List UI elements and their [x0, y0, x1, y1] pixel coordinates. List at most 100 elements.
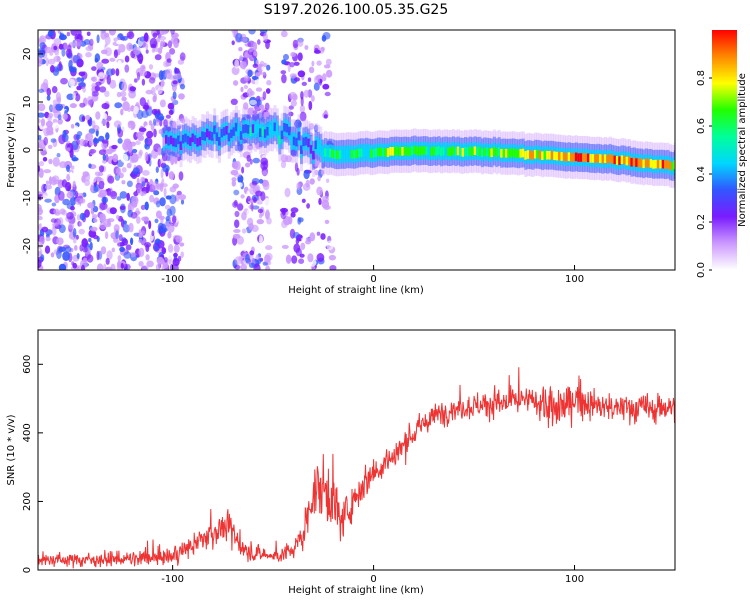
spectrogram-cell — [252, 157, 260, 164]
spectrogram-cell — [245, 253, 250, 264]
spectrogram-cell — [169, 186, 177, 193]
spectrogram-ridge-cell — [620, 155, 624, 164]
spectrogram-ridge-cell — [365, 147, 369, 157]
spectrogram-cell — [51, 175, 60, 182]
spectrogram-cell — [288, 216, 293, 225]
spectrogram-ridge-cell — [234, 122, 238, 132]
spectrogram-cell — [126, 150, 134, 157]
spectrogram-cell — [60, 30, 68, 34]
spectrogram-ridge-cell — [640, 158, 643, 168]
spectrogram-cell — [93, 205, 99, 213]
spectrogram-cell — [99, 86, 107, 93]
spectrogram-cell — [40, 254, 45, 262]
spectrogram-cell — [122, 35, 128, 41]
spectrogram-cell — [109, 207, 117, 215]
spectrogram-ridge-cell — [500, 149, 504, 158]
spectrogram-cell — [110, 263, 116, 270]
spectrogram-cell — [172, 215, 177, 224]
spectrogram-cell — [299, 111, 307, 122]
spectrogram-cell — [66, 173, 71, 181]
spectrogram-cell — [290, 207, 299, 213]
spectrogram-cell — [255, 72, 261, 77]
spectrogram-cell — [97, 72, 105, 80]
spectrogram-ridge-cell — [574, 152, 578, 162]
spectrogram-ridge-cell — [562, 152, 566, 161]
spectrogram-ridge-cell — [666, 160, 670, 169]
spectrogram-cell — [154, 218, 159, 224]
spectrogram-cell — [144, 242, 152, 248]
spectrogram-ridge-cell — [623, 155, 627, 165]
spectrogram-cell — [311, 95, 315, 102]
spectrogram-ridge-cell — [206, 128, 209, 138]
spectrogram-ridge-cell — [338, 150, 342, 159]
spectrogram-ridge-cell — [461, 148, 465, 157]
spectrogram-cell — [107, 199, 111, 207]
spectrogram-cell — [242, 244, 247, 252]
spectrogram-cell — [117, 239, 121, 248]
spectrogram-cell — [76, 214, 81, 221]
spectrogram-cell — [54, 68, 59, 73]
spectrogram-cell — [108, 30, 116, 36]
spectrogram-cell — [53, 45, 58, 51]
spectrogram-cell — [240, 263, 248, 270]
spectrogram-ridge-cell — [372, 149, 376, 158]
spectrogram-cell — [316, 253, 325, 262]
spectrogram-cell — [66, 31, 71, 37]
spectrogram-cell — [151, 230, 155, 237]
spectrogram-ridge-cell — [594, 154, 598, 163]
spectrogram-cell — [152, 95, 157, 103]
spectrogram-cell — [173, 244, 180, 253]
spectrogram-cell — [58, 190, 65, 201]
spectrogram-cell — [103, 183, 109, 190]
spectrogram-cell — [105, 132, 110, 141]
spectrogram-cell — [103, 218, 111, 228]
spectrogram-cell — [325, 69, 333, 78]
spectrogram-cell — [122, 220, 127, 225]
spectrogram-cell — [74, 190, 79, 199]
spectrogram-cell — [119, 246, 125, 252]
spectrogram-cell — [259, 60, 265, 67]
spectrogram-cell — [90, 226, 98, 232]
spectrogram-cell — [297, 52, 303, 61]
spectrogram-cell — [65, 181, 72, 192]
spectrogram-ridge-cell — [505, 148, 508, 158]
spectrogram-cell — [265, 245, 273, 251]
spectrogram-cell — [91, 214, 98, 219]
spectrogram-cell — [89, 241, 93, 251]
x-tick-label: 100 — [565, 274, 584, 285]
colorbar — [712, 30, 737, 270]
spectrogram-cell — [68, 79, 76, 87]
spectrogram-cell — [264, 211, 270, 220]
spectrogram-cell — [118, 43, 126, 53]
spectrogram-cell — [301, 198, 306, 203]
spectrogram-cell — [328, 254, 336, 261]
spectrogram-cell — [46, 87, 52, 97]
spectrogram-cell — [155, 263, 161, 270]
spectrogram-ridge-cell — [268, 124, 272, 134]
spectrogram-ridge-cell — [382, 148, 385, 157]
spectrogram-cell — [46, 125, 54, 135]
spectrogram-cell — [139, 69, 147, 77]
spectrogram-ridge-cell — [442, 146, 446, 156]
spectrogram-cell — [246, 154, 251, 162]
spectrogram-cell — [40, 118, 46, 127]
spectrogram-ridge-cell — [480, 148, 484, 158]
x-tick-label: 100 — [565, 574, 584, 585]
spectrogram-cell — [321, 219, 326, 230]
spectrogram-cell — [121, 238, 129, 246]
spectrogram-cell — [131, 201, 138, 208]
spectrogram-cell — [122, 224, 131, 233]
spectrogram-ridge-cell — [497, 147, 501, 156]
spectrogram-cell — [38, 59, 43, 67]
spectrogram-ridge-cell — [333, 150, 337, 159]
spectrogram-cell — [50, 218, 57, 223]
spectrogram-cell — [101, 49, 108, 55]
spectrogram-cell — [93, 138, 100, 144]
spectrogram-cell — [233, 229, 241, 233]
spectrogram-cell — [60, 77, 68, 85]
spectrogram-ridge-cell — [635, 158, 639, 167]
spectrogram-cell — [144, 151, 149, 162]
spectrogram-ridge-cell — [370, 149, 373, 158]
spectrogram-cell — [231, 177, 237, 182]
